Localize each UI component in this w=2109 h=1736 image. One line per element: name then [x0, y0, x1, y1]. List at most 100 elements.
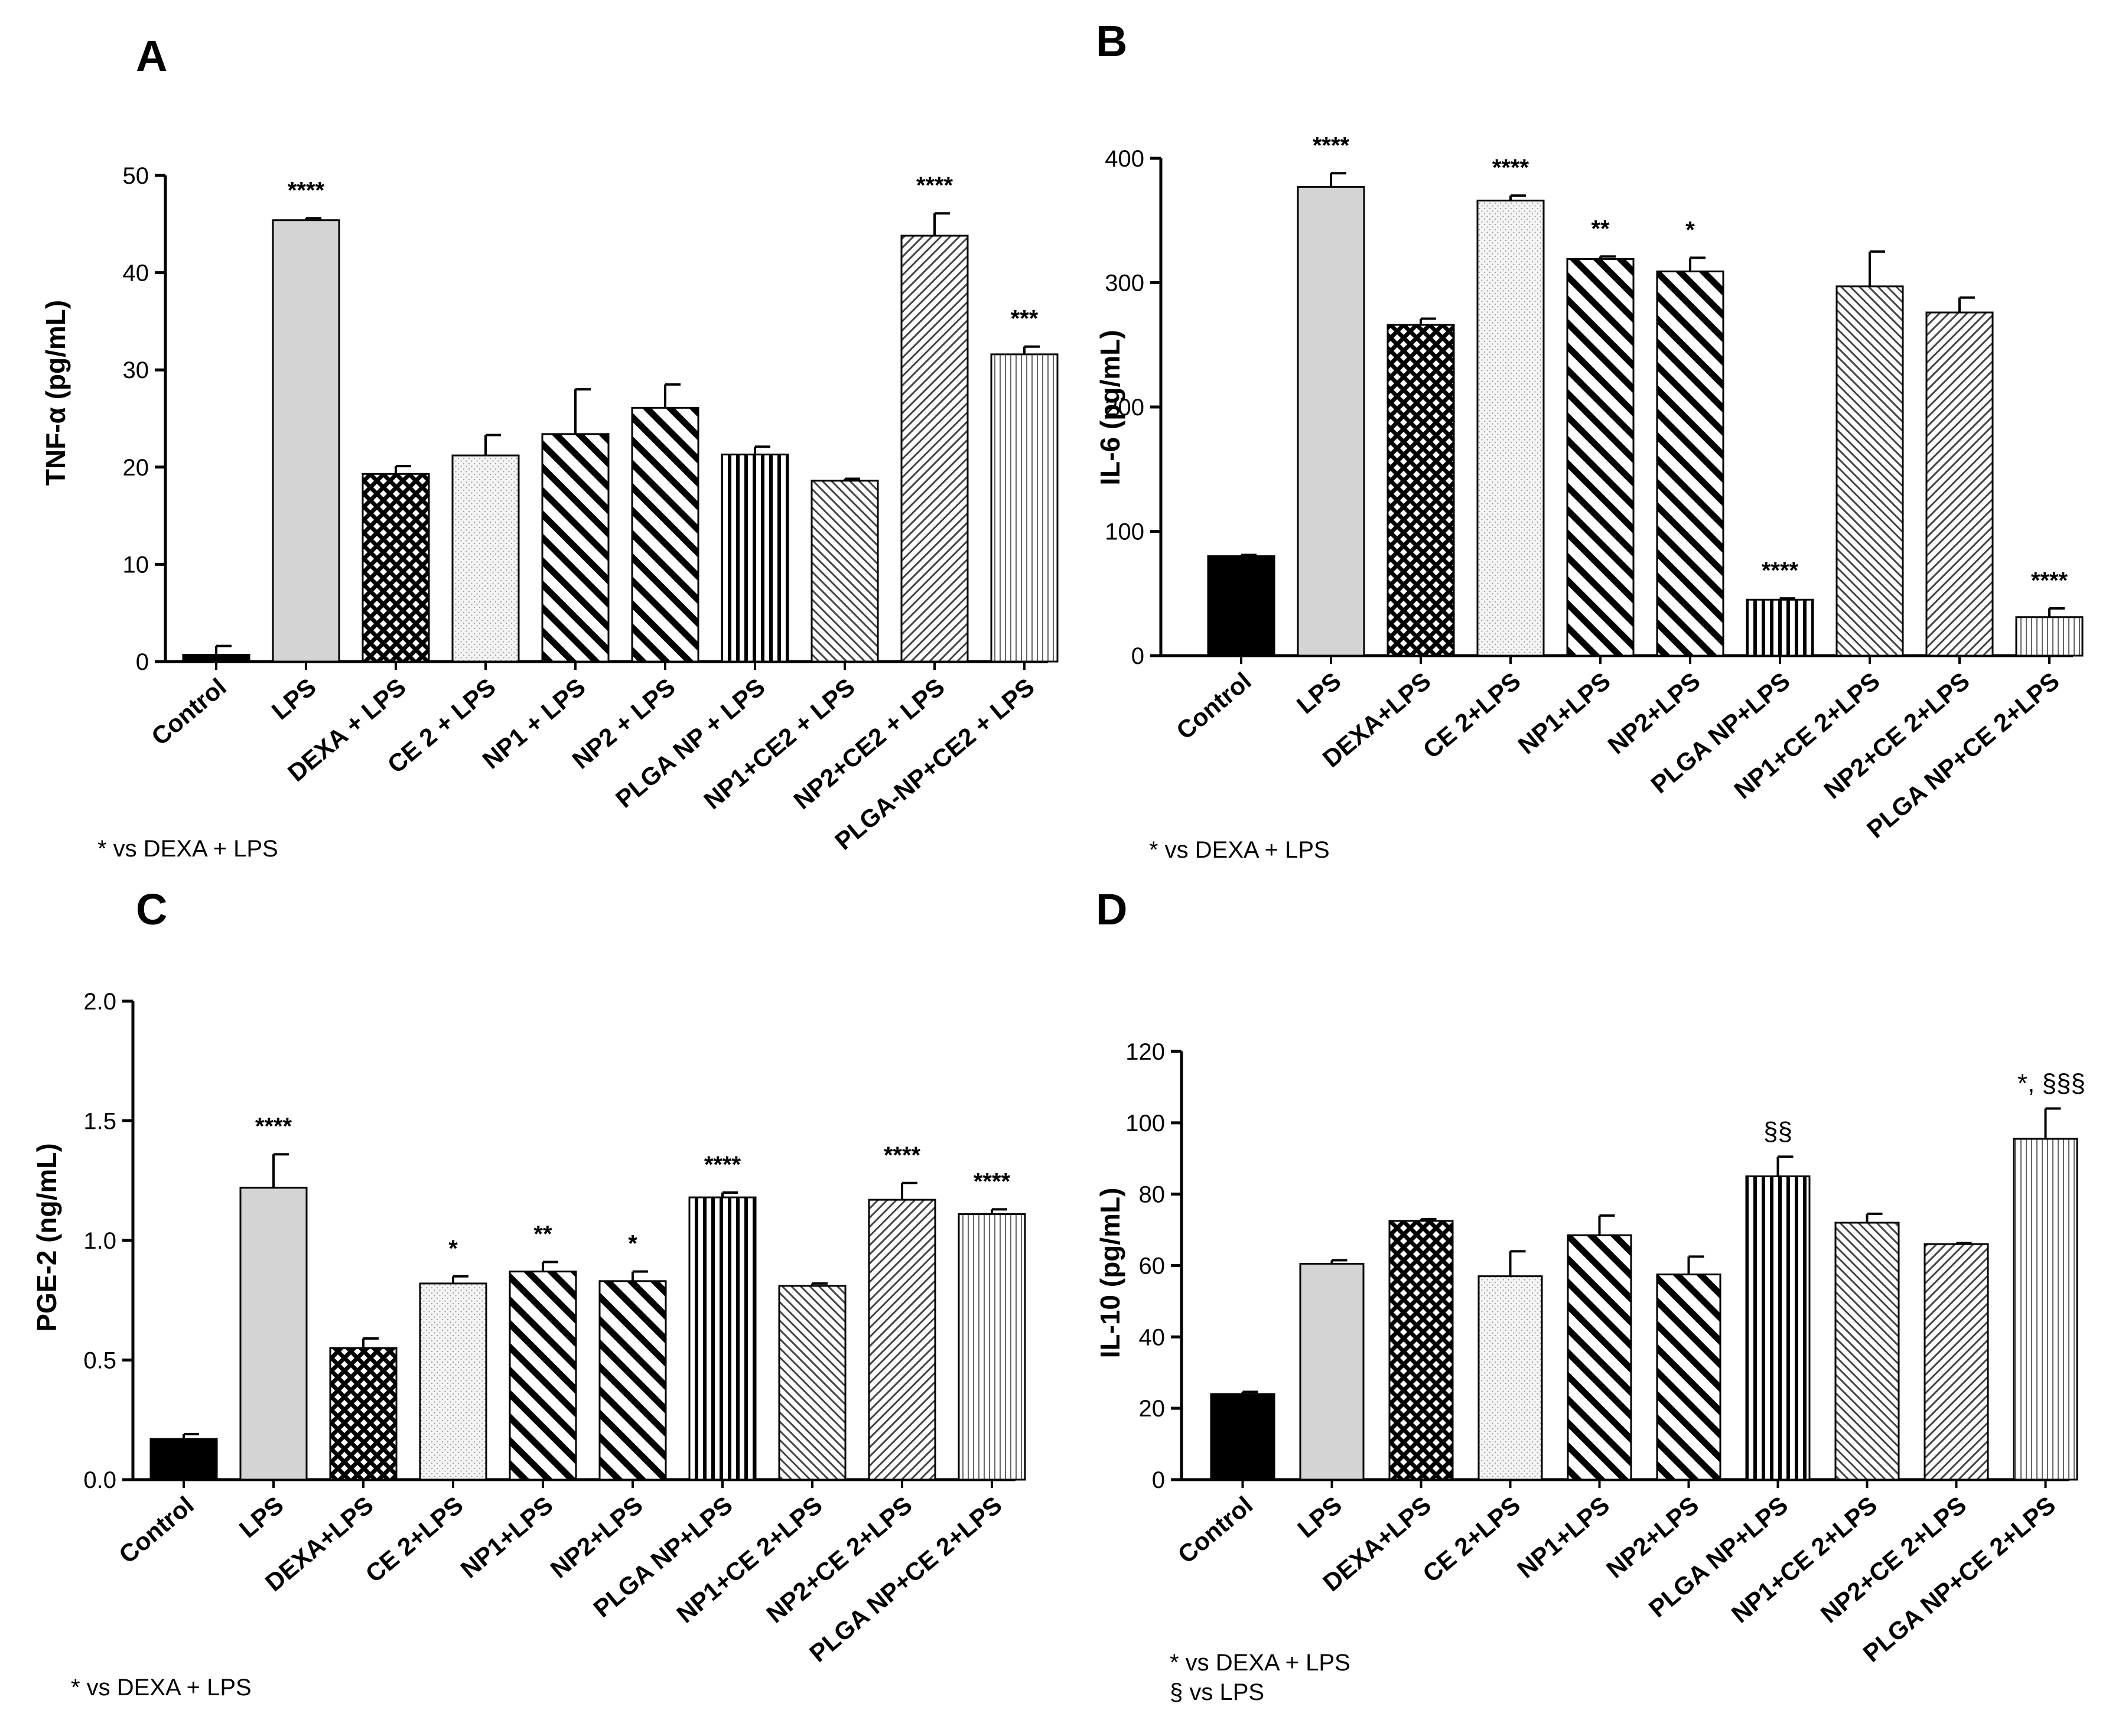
panel-a: A TNF-α (pg/mL) 0 10 20 30 40 50 Control LPS ***…	[40, 31, 1059, 862]
panel-b-bar	[1925, 311, 1994, 657]
panel-a-significance-label: ****	[916, 172, 953, 198]
panel-c-y-tick-label: 1.0	[83, 1228, 116, 1254]
panel-d-y-tick-label: 20	[1139, 1396, 1166, 1422]
panel-a-significance-label: ****	[288, 177, 325, 203]
panel-c-x-tick-label: NP1+LPS	[455, 1491, 558, 1584]
panel-a-x-tick-label: PLGA NP + LPS	[610, 673, 770, 813]
panel-d-x-tick-label: CE 2+LPS	[1417, 1491, 1525, 1588]
panel-d-bar	[2013, 1138, 2078, 1481]
panel-b-significance-label: *	[1685, 217, 1695, 243]
panel-d-bar	[1299, 1262, 1365, 1481]
panel-a-y-tick-label: 0	[136, 649, 149, 675]
panel-c-ylabel: PGE-2 (ng/mL)	[31, 1143, 62, 1331]
panel-d-y-tick-label: 120	[1125, 1039, 1165, 1065]
panel-d-x-tick-label: Control	[1173, 1491, 1258, 1569]
panel-b-bar	[1566, 258, 1635, 657]
panel-c-x-tick-label: LPS	[234, 1491, 289, 1543]
panel-d-x-tick-label: LPS	[1292, 1491, 1347, 1543]
panel-c: C PGE-2 (ng/mL) 0.0 0.5 1.0 1.5 2.0 Control LP…	[31, 885, 1026, 1701]
panel-a-footnote-1: * vs DEXA + LPS	[97, 836, 278, 862]
panel-a-y-tick-label: 50	[123, 163, 149, 189]
panel-b-y-tick-label: 0	[1131, 643, 1144, 669]
panel-a-significance-label: ***	[1011, 306, 1039, 332]
panel-c-bar	[598, 1280, 667, 1481]
panel-d-significance-label: *, §§§	[2017, 1069, 2085, 1098]
panel-a-bar	[811, 480, 879, 663]
panel-d: D IL-10 (pg/mL) 0 20 40 60 80 100 120 Control LP…	[1095, 885, 2085, 1705]
panel-a-y-tick-label: 10	[123, 552, 149, 578]
panel-a-y-tick-label: 30	[123, 357, 149, 383]
panel-b-significance-label: ****	[1492, 155, 1529, 181]
panel-c-significance-label: *	[628, 1231, 637, 1257]
panel-b-significance-label: ****	[1762, 558, 1799, 584]
panel-a-bar	[541, 433, 610, 663]
panel-d-significance-label: §§	[1763, 1117, 1792, 1146]
panel-b-significance-label: ****	[1313, 132, 1350, 158]
panel-d-y-tick-label: 80	[1139, 1182, 1166, 1208]
panel-d-bar	[1745, 1175, 1811, 1481]
panel-c-x-tick-label: Control	[113, 1491, 199, 1569]
panel-a-bar	[451, 454, 520, 663]
panel-c-y-tick-label: 0.5	[83, 1348, 116, 1374]
panel-b-bar	[1746, 598, 1814, 657]
panel-d-y-tick-label: 0	[1152, 1467, 1165, 1493]
panel-c-bar	[149, 1438, 218, 1481]
panel-d-footnote-2: § vs LPS	[1170, 1679, 1264, 1705]
panel-b-bar	[1656, 271, 1724, 657]
panel-c-bar	[239, 1187, 308, 1481]
panel-b-x-tick-label: Control	[1171, 667, 1257, 745]
panel-a-y-tick-label: 40	[123, 260, 149, 286]
panel-d-bar	[1834, 1222, 1900, 1481]
panel-c-bar	[419, 1282, 487, 1481]
panel-c-significance-label: ****	[884, 1142, 921, 1168]
panel-a-y-tick-label: 20	[123, 455, 149, 481]
panel-c-bar	[509, 1271, 577, 1481]
panel-d-bar	[1210, 1393, 1275, 1481]
panel-c-y-tick-label: 0.0	[83, 1467, 116, 1493]
panel-d-y-tick-label: 60	[1139, 1253, 1166, 1279]
panel-b-y-tick-label: 300	[1105, 271, 1144, 297]
panel-d-bar	[1388, 1220, 1454, 1481]
panel-a-ylabel: TNF-α (pg/mL)	[40, 300, 71, 486]
panel-d-label: D	[1096, 885, 1127, 934]
panel-c-label: C	[136, 885, 167, 934]
panel-b-y-tick-label: 400	[1105, 146, 1144, 172]
panel-c-significance-label: ****	[974, 1168, 1011, 1194]
panel-b-footnote-1: * vs DEXA + LPS	[1149, 837, 1330, 863]
panel-d-bar	[1567, 1234, 1632, 1481]
panel-c-bar	[688, 1196, 757, 1481]
panel-a-bar	[272, 219, 340, 663]
panel-b-significance-label: **	[1591, 216, 1610, 242]
panel-c-footnote-1: * vs DEXA + LPS	[71, 1675, 252, 1701]
panel-a-bar	[631, 406, 699, 663]
panel-d-y-tick-label: 100	[1125, 1110, 1165, 1136]
panel-a-bar	[362, 473, 430, 663]
panel-b-bar	[1387, 324, 1455, 657]
panel-b-x-tick-label: CE 2+LPS	[1418, 667, 1526, 764]
panel-a-x-tick-label: NP1+CE2 + LPS	[698, 673, 860, 815]
panel-a-bar	[990, 353, 1059, 663]
panel-c-bar	[958, 1213, 1026, 1481]
panel-b-x-tick-label: NP1+LPS	[1513, 667, 1616, 760]
panel-c-significance-label: ****	[704, 1152, 741, 1178]
panel-c-bar	[868, 1198, 936, 1481]
panel-b-y-tick-label: 100	[1105, 519, 1144, 545]
panel-a-x-tick-label: Control	[146, 673, 232, 751]
panel-c-significance-label: **	[533, 1221, 552, 1247]
panel-c-bar	[778, 1285, 847, 1481]
panel-c-bar	[329, 1347, 398, 1481]
panel-b-significance-label: ****	[2031, 568, 2068, 594]
panel-d-bar	[1924, 1243, 1989, 1481]
panel-b-y-tick-label: 200	[1105, 395, 1144, 421]
panel-b-bar	[1835, 285, 1904, 657]
panel-b-bar	[1297, 185, 1365, 657]
panel-a-x-tick-label: NP2+CE2 + LPS	[788, 673, 949, 815]
panel-c-y-tick-label: 2.0	[83, 989, 116, 1015]
panel-a-bar	[182, 653, 250, 663]
panel-b-label: B	[1096, 17, 1127, 66]
panel-b-x-tick-label: LPS	[1291, 667, 1346, 719]
panel-b-bar	[1476, 200, 1545, 657]
